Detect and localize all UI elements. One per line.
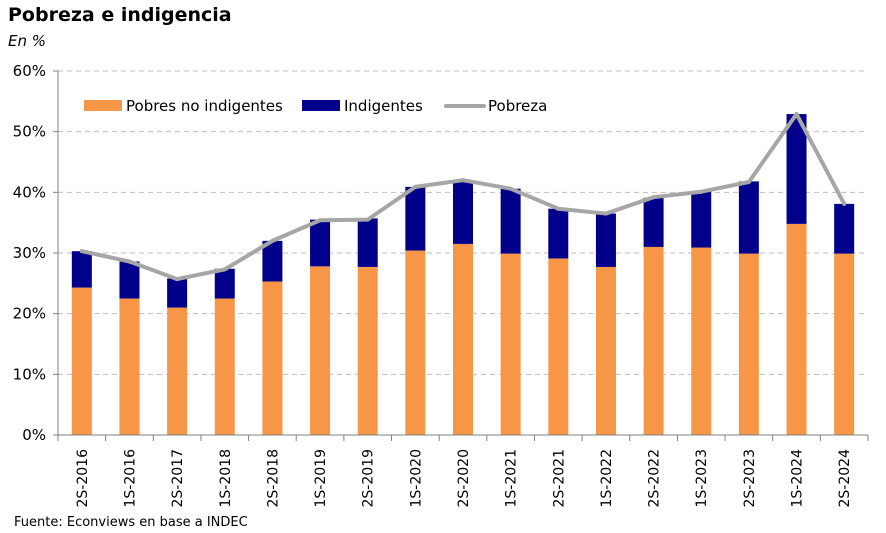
bar-indigentes [738,181,759,254]
line-point [603,211,608,216]
x-tick-label: 2S-2021 [551,449,567,507]
bar-pobres-no-indigentes [357,266,378,435]
bar-indigentes [262,240,283,282]
chart-subtitle: En % [8,32,47,50]
y-tick-label: 60% [13,62,46,80]
y-tick-label: 20% [13,305,46,323]
bar-indigentes [500,188,521,254]
legend-label: Pobreza [488,97,547,115]
x-tick-label: 2S-2023 [742,449,758,507]
bar-indigentes [405,186,426,251]
bar-pobres-no-indigentes [548,258,569,435]
x-tick-label: 2S-2017 [170,449,186,507]
x-tick-label: 2S-2024 [837,449,853,508]
bar-pobres-no-indigentes [119,298,140,435]
x-tick-label: 2S-2016 [75,449,91,508]
line-point [175,277,180,282]
bar-pobres-no-indigentes [643,246,664,435]
line-point [318,218,323,223]
y-tick-label: 40% [13,183,46,201]
bar-pobres-no-indigentes [167,307,188,435]
line-point [79,249,84,254]
line-point [651,195,656,200]
line-point [699,189,704,194]
x-tick-label: 1S-2023 [694,449,710,507]
bar-indigentes [834,203,855,254]
legend-swatch [84,100,122,111]
x-tick-label: 1S-2018 [218,449,234,507]
bar-indigentes [357,218,378,267]
legend-swatch [302,100,340,111]
bar-indigentes [310,219,331,267]
bar-indigentes [214,268,235,299]
x-tick-label: 2S-2020 [456,449,472,507]
bar-pobres-no-indigentes [595,266,616,435]
line-point [461,178,465,183]
legend-label: Pobres no indigentes [126,97,283,115]
bar-indigentes [786,114,807,224]
line-point [746,180,751,185]
y-tick-label: 0% [22,426,46,444]
x-tick-label: 1S-2021 [504,449,520,507]
line-point [794,112,799,117]
x-tick-label: 1S-2016 [122,449,138,508]
y-tick-label: 50% [13,123,46,141]
bar-pobres-no-indigentes [691,247,712,435]
line-point [508,186,513,191]
bar-pobres-no-indigentes [405,250,426,435]
line-point [413,184,418,189]
bar-pobres-no-indigentes [786,223,807,435]
line-point [127,259,132,264]
chart-source: Fuente: Econviews en base a INDEC [14,515,248,530]
bar-pobres-no-indigentes [738,253,759,435]
line-point [842,201,847,206]
bar-pobres-no-indigentes [834,253,855,435]
bar-pobres-no-indigentes [453,243,473,435]
x-tick-label: 2S-2019 [361,449,377,507]
bar-indigentes [119,261,140,299]
bar-indigentes [453,180,473,244]
legend-label: Indigentes [344,97,423,115]
chart-title: Pobreza e indigencia [8,4,232,26]
bar-pobres-no-indigentes [310,266,331,435]
x-tick-label: 1S-2019 [313,449,329,507]
bar-pobres-no-indigentes [214,298,235,435]
y-tick-label: 10% [13,365,46,383]
bar-indigentes [71,251,92,288]
line-point [365,217,370,222]
bar-pobres-no-indigentes [71,287,92,435]
bar-pobres-no-indigentes [500,253,521,435]
line-point [556,206,561,211]
bar-pobres-no-indigentes [262,281,283,435]
line-point [270,238,275,243]
x-tick-label: 2S-2018 [265,449,281,507]
x-tick-label: 1S-2024 [790,449,806,508]
y-tick-label: 30% [13,244,46,262]
bar-indigentes [548,208,569,259]
bar-indigentes [643,197,664,247]
bar-indigentes [691,191,712,248]
x-tick-label: 1S-2022 [599,449,615,507]
x-tick-label: 2S-2022 [647,449,663,507]
line-point [222,267,227,272]
bar-indigentes [167,278,188,308]
bar-indigentes [595,213,616,267]
x-tick-label: 1S-2020 [408,449,424,507]
